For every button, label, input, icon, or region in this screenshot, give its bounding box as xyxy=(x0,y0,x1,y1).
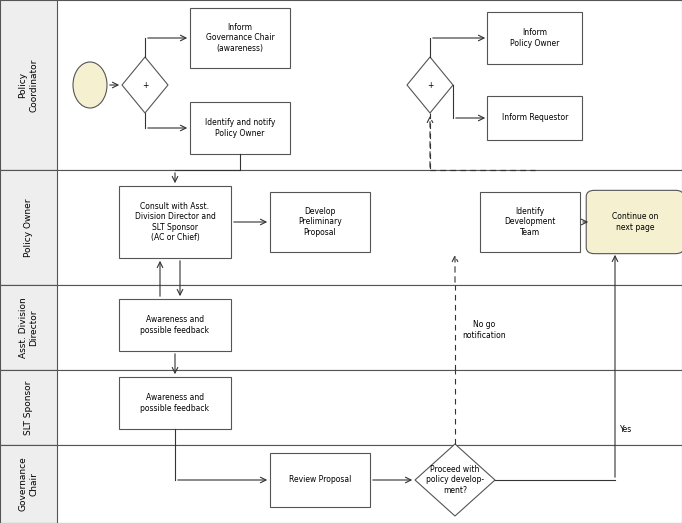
Text: Awareness and
possible feedback: Awareness and possible feedback xyxy=(140,315,209,335)
Bar xyxy=(0,370,57,445)
Bar xyxy=(0,445,682,523)
Bar xyxy=(270,453,370,507)
Bar xyxy=(190,102,290,154)
Text: Policy Owner: Policy Owner xyxy=(24,198,33,257)
Polygon shape xyxy=(122,57,168,113)
Bar xyxy=(0,285,57,370)
Text: Yes: Yes xyxy=(620,426,632,435)
Text: Continue on
next page: Continue on next page xyxy=(612,212,658,232)
Bar xyxy=(0,445,57,523)
Text: Awareness and
possible feedback: Awareness and possible feedback xyxy=(140,393,209,413)
Bar xyxy=(0,170,57,285)
Bar xyxy=(488,96,582,140)
FancyBboxPatch shape xyxy=(587,190,682,254)
Text: Inform
Policy Owner: Inform Policy Owner xyxy=(510,28,560,48)
Text: Review Proposal: Review Proposal xyxy=(288,475,351,484)
Text: Proceed with
policy develop-
ment?: Proceed with policy develop- ment? xyxy=(426,465,484,495)
Bar xyxy=(488,12,582,64)
Bar xyxy=(270,192,370,252)
Text: Inform Requestor: Inform Requestor xyxy=(502,113,568,122)
Polygon shape xyxy=(407,57,453,113)
Text: No go
notification: No go notification xyxy=(462,320,505,340)
Bar xyxy=(0,370,682,445)
Text: Develop
Preliminary
Proposal: Develop Preliminary Proposal xyxy=(298,207,342,237)
Bar xyxy=(0,170,682,285)
Bar xyxy=(190,8,290,68)
Bar xyxy=(119,186,231,258)
Bar xyxy=(119,377,231,429)
Text: Inform
Governance Chair
(awareness): Inform Governance Chair (awareness) xyxy=(206,23,274,53)
Text: Identify and notify
Policy Owner: Identify and notify Policy Owner xyxy=(205,118,276,138)
Text: Identify
Development
Team: Identify Development Team xyxy=(504,207,556,237)
Text: SLT Sponsor: SLT Sponsor xyxy=(24,380,33,435)
Text: Consult with Asst.
Division Director and
SLT Sponsor
(AC or Chief): Consult with Asst. Division Director and… xyxy=(134,202,216,242)
Bar xyxy=(0,285,682,370)
Text: Governance
Chair: Governance Chair xyxy=(18,457,38,511)
Text: +: + xyxy=(142,81,148,89)
Polygon shape xyxy=(415,444,495,516)
Text: Asst. Division
Director: Asst. Division Director xyxy=(18,297,38,358)
Text: Policy
Coordinator: Policy Coordinator xyxy=(18,58,38,112)
Text: +: + xyxy=(427,81,433,89)
Bar xyxy=(480,192,580,252)
Ellipse shape xyxy=(73,62,107,108)
Bar xyxy=(119,299,231,351)
Bar xyxy=(0,0,57,170)
Bar xyxy=(0,0,682,170)
